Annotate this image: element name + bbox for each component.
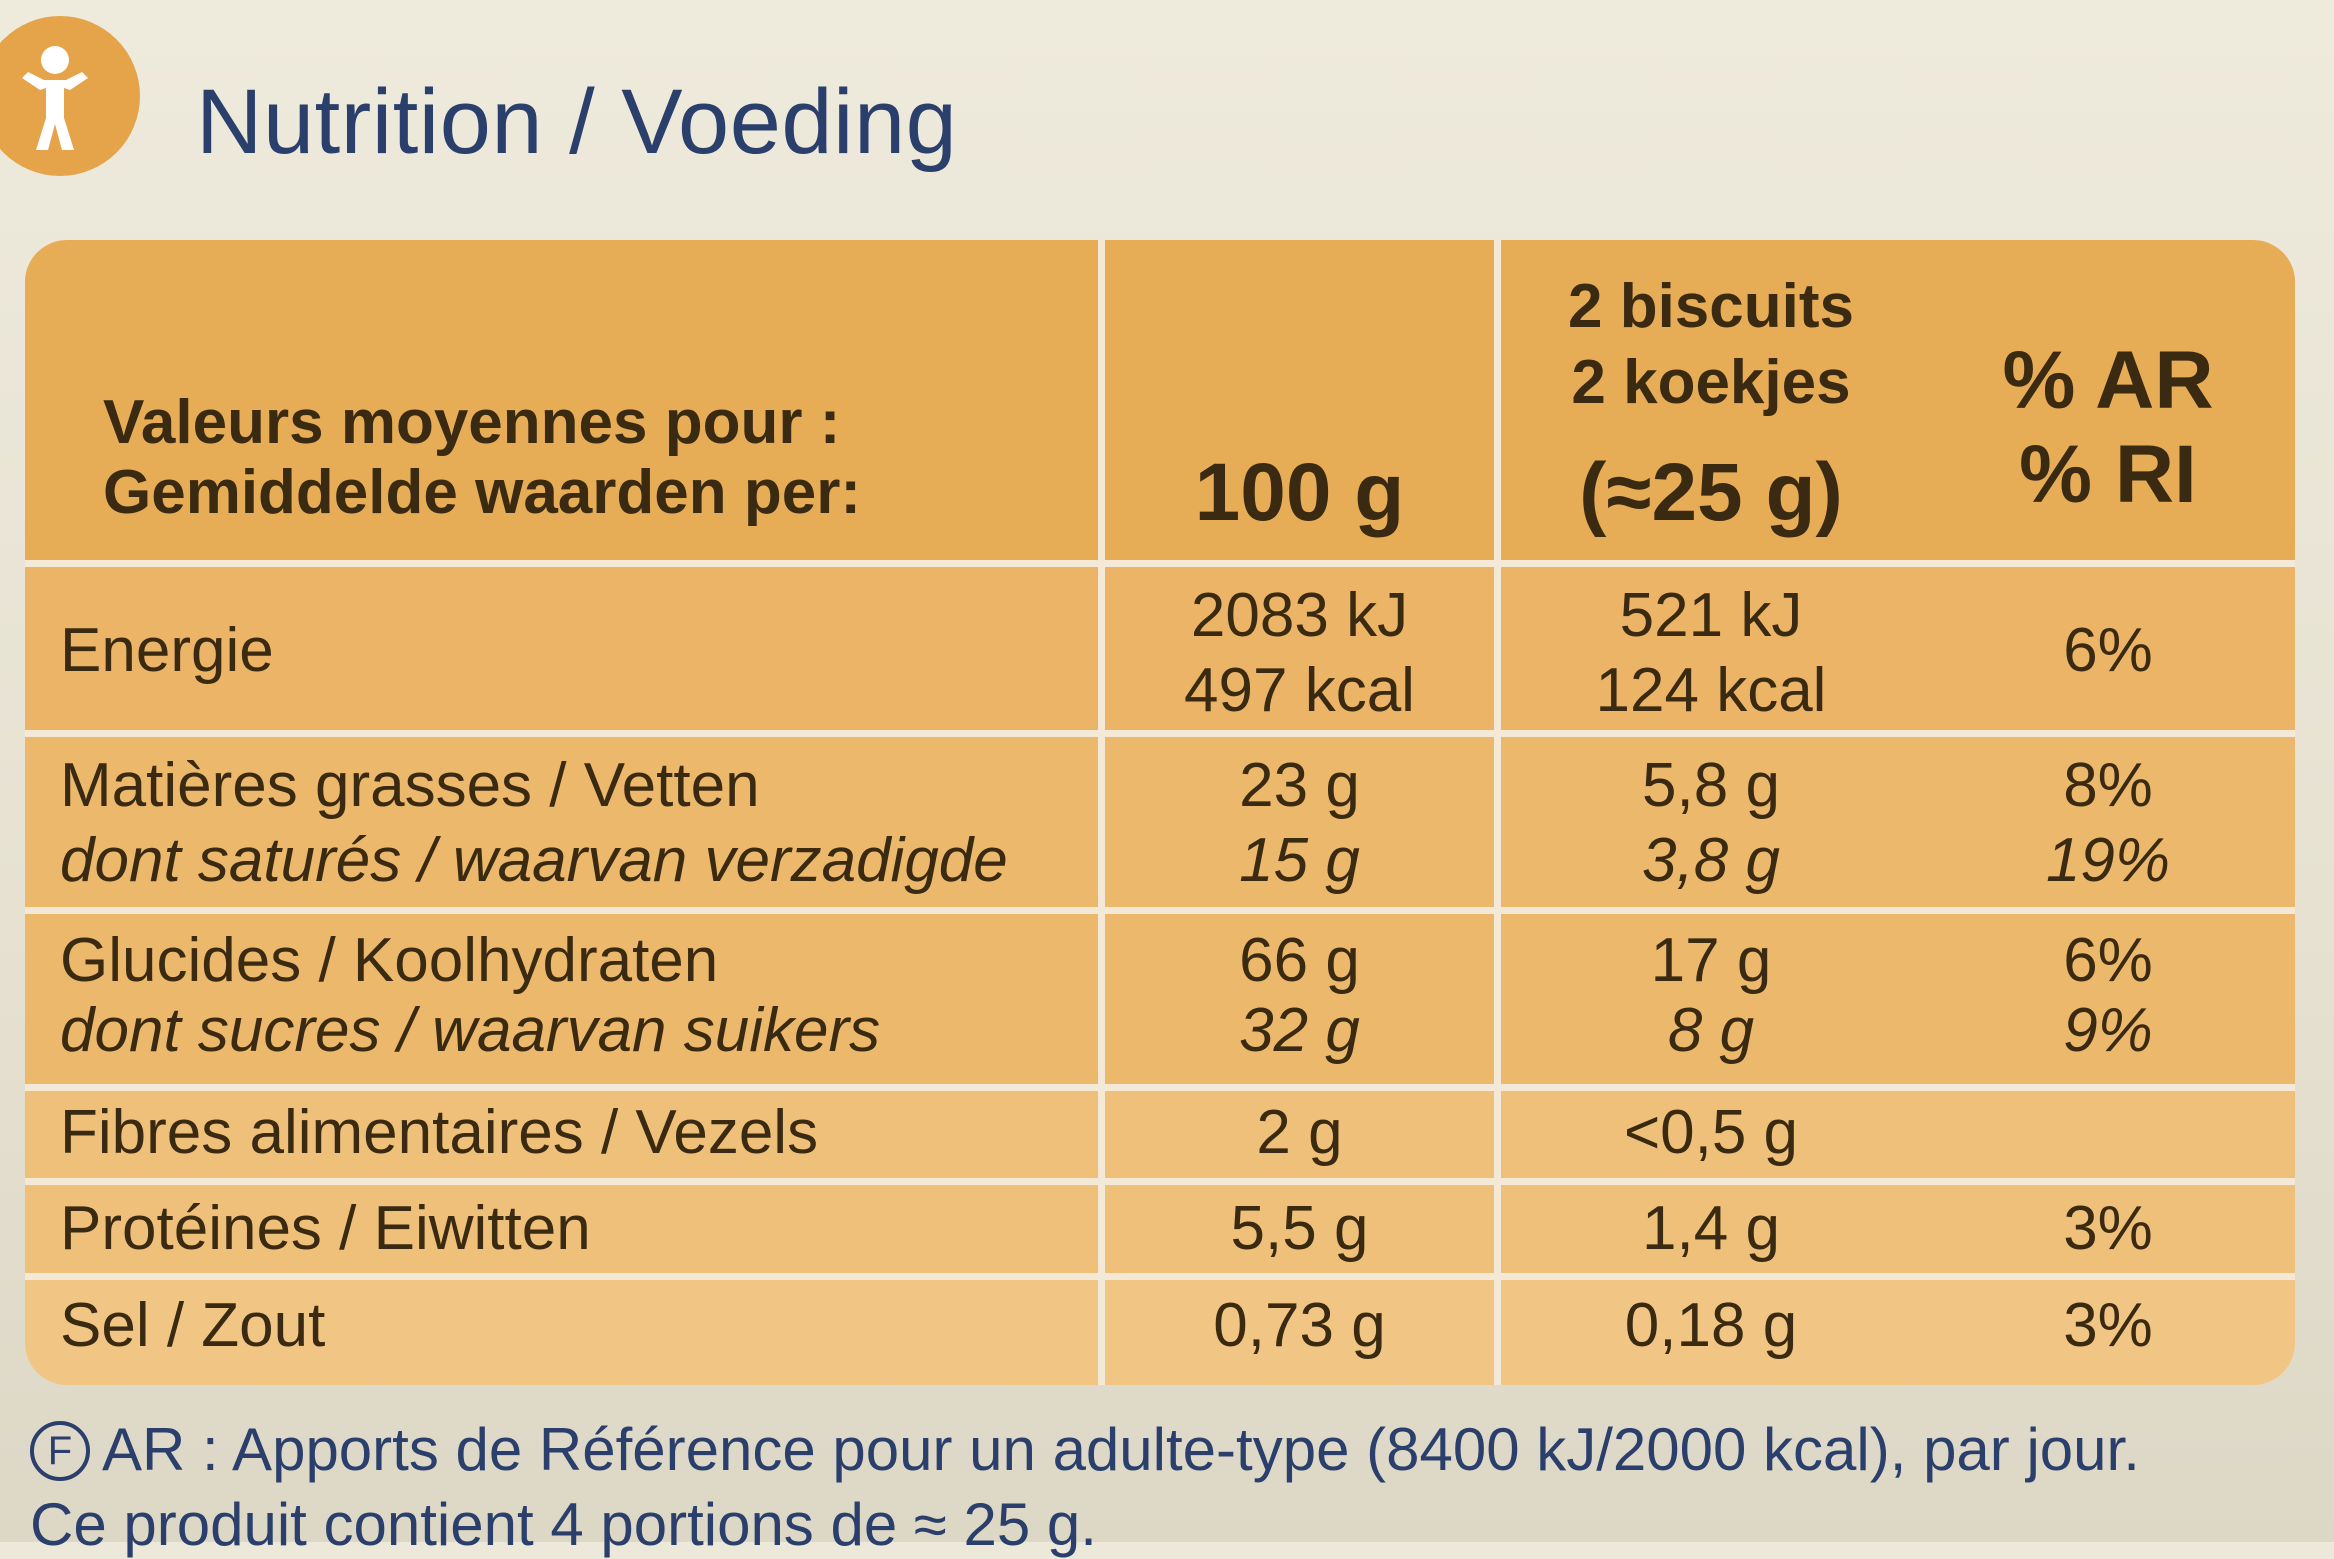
fibre-100g: 2 g bbox=[1256, 1098, 1343, 1167]
footer-line-1: AR : Apports de Référence pour un adulte… bbox=[102, 1416, 2140, 1483]
fibre-portion: <0,5 g bbox=[1623, 1098, 1799, 1167]
salt-100g: 0,73 g bbox=[1213, 1291, 1386, 1360]
footer-portions-note: Ce produit contient 4 portions de ≈ 25 g… bbox=[30, 1491, 1097, 1558]
header-portion-fr: 2 biscuits bbox=[1568, 272, 1854, 341]
row-divider bbox=[25, 730, 2295, 737]
energy-portion-kcal: 124 kcal bbox=[1595, 656, 1827, 725]
row-divider bbox=[25, 1273, 2295, 1280]
protein-portion: 1,4 g bbox=[1642, 1194, 1780, 1263]
salt-portion: 0,18 g bbox=[1624, 1291, 1798, 1360]
header-100g: 100 g bbox=[1194, 447, 1405, 538]
saturated-100g: 15 g bbox=[1239, 826, 1360, 895]
fat-portion: 5,8 g bbox=[1642, 751, 1780, 820]
energy-label: Energie bbox=[60, 616, 274, 685]
column-divider bbox=[1098, 240, 1105, 1385]
row-divider bbox=[25, 560, 2295, 567]
header-portion-nl: 2 koekjes bbox=[1571, 348, 1851, 417]
energy-100g-kj: 2083 kJ bbox=[1190, 581, 1409, 650]
header-portion-weight: (≈25 g) bbox=[1579, 447, 1843, 538]
header-label-fr: Valeurs moyennes pour : bbox=[103, 388, 841, 457]
row-band-carbs bbox=[25, 914, 2295, 1084]
footer-reference-note: F AR : Apports de Référence pour un adult… bbox=[30, 1415, 2140, 1484]
saturated-label: dont saturés / waarvan verzadigde bbox=[60, 826, 1008, 895]
row-divider bbox=[25, 1178, 2295, 1185]
france-flag-icon: F bbox=[30, 1421, 90, 1481]
row-band-energy bbox=[25, 567, 2295, 730]
energy-portion-kj: 521 kJ bbox=[1619, 581, 1803, 650]
carbs-ri: 6% bbox=[2063, 926, 2153, 995]
header-ri-fr: % AR bbox=[2002, 335, 2214, 426]
sugars-label: dont sucres / waarvan suikers bbox=[60, 996, 881, 1065]
fat-label: Matières grasses / Vetten bbox=[60, 751, 760, 820]
fat-100g: 23 g bbox=[1239, 751, 1360, 820]
header-ri-nl: % RI bbox=[2019, 429, 2197, 520]
protein-100g: 5,5 g bbox=[1230, 1194, 1369, 1263]
carbs-label: Glucides / Koolhydraten bbox=[60, 926, 719, 995]
nutrition-table: Valeurs moyennes pour : Gemiddelde waard… bbox=[25, 240, 2295, 1385]
sugars-portion: 8 g bbox=[1667, 996, 1755, 1065]
energy-100g-kcal: 497 kcal bbox=[1184, 656, 1415, 725]
protein-label: Protéines / Eiwitten bbox=[60, 1194, 591, 1263]
salt-ri: 3% bbox=[2063, 1291, 2153, 1360]
page-title: Nutrition / Voeding bbox=[196, 71, 958, 173]
header-label-nl: Gemiddelde waarden per: bbox=[103, 458, 861, 527]
carbs-100g: 66 g bbox=[1239, 926, 1360, 995]
row-band-fat bbox=[25, 737, 2295, 907]
column-divider bbox=[1494, 240, 1501, 1385]
header-band bbox=[25, 240, 2295, 560]
row-band-protein bbox=[25, 1185, 2295, 1273]
energy-ri: 6% bbox=[2063, 616, 2153, 685]
row-band-salt bbox=[25, 1280, 2295, 1385]
sugars-ri: 9% bbox=[2063, 996, 2153, 1065]
person-activity-icon bbox=[0, 16, 140, 176]
sugars-100g: 32 g bbox=[1239, 996, 1360, 1065]
fat-ri: 8% bbox=[2063, 751, 2153, 820]
saturated-ri: 19% bbox=[2045, 826, 2171, 895]
row-band-fibre bbox=[25, 1091, 2295, 1178]
row-divider bbox=[25, 1084, 2295, 1091]
fibre-label: Fibres alimentaires / Vezels bbox=[60, 1098, 819, 1167]
salt-label: Sel / Zout bbox=[60, 1291, 326, 1360]
saturated-portion: 3,8 g bbox=[1642, 826, 1780, 895]
protein-ri: 3% bbox=[2063, 1194, 2153, 1263]
row-divider bbox=[25, 907, 2295, 914]
carbs-portion: 17 g bbox=[1650, 926, 1772, 995]
